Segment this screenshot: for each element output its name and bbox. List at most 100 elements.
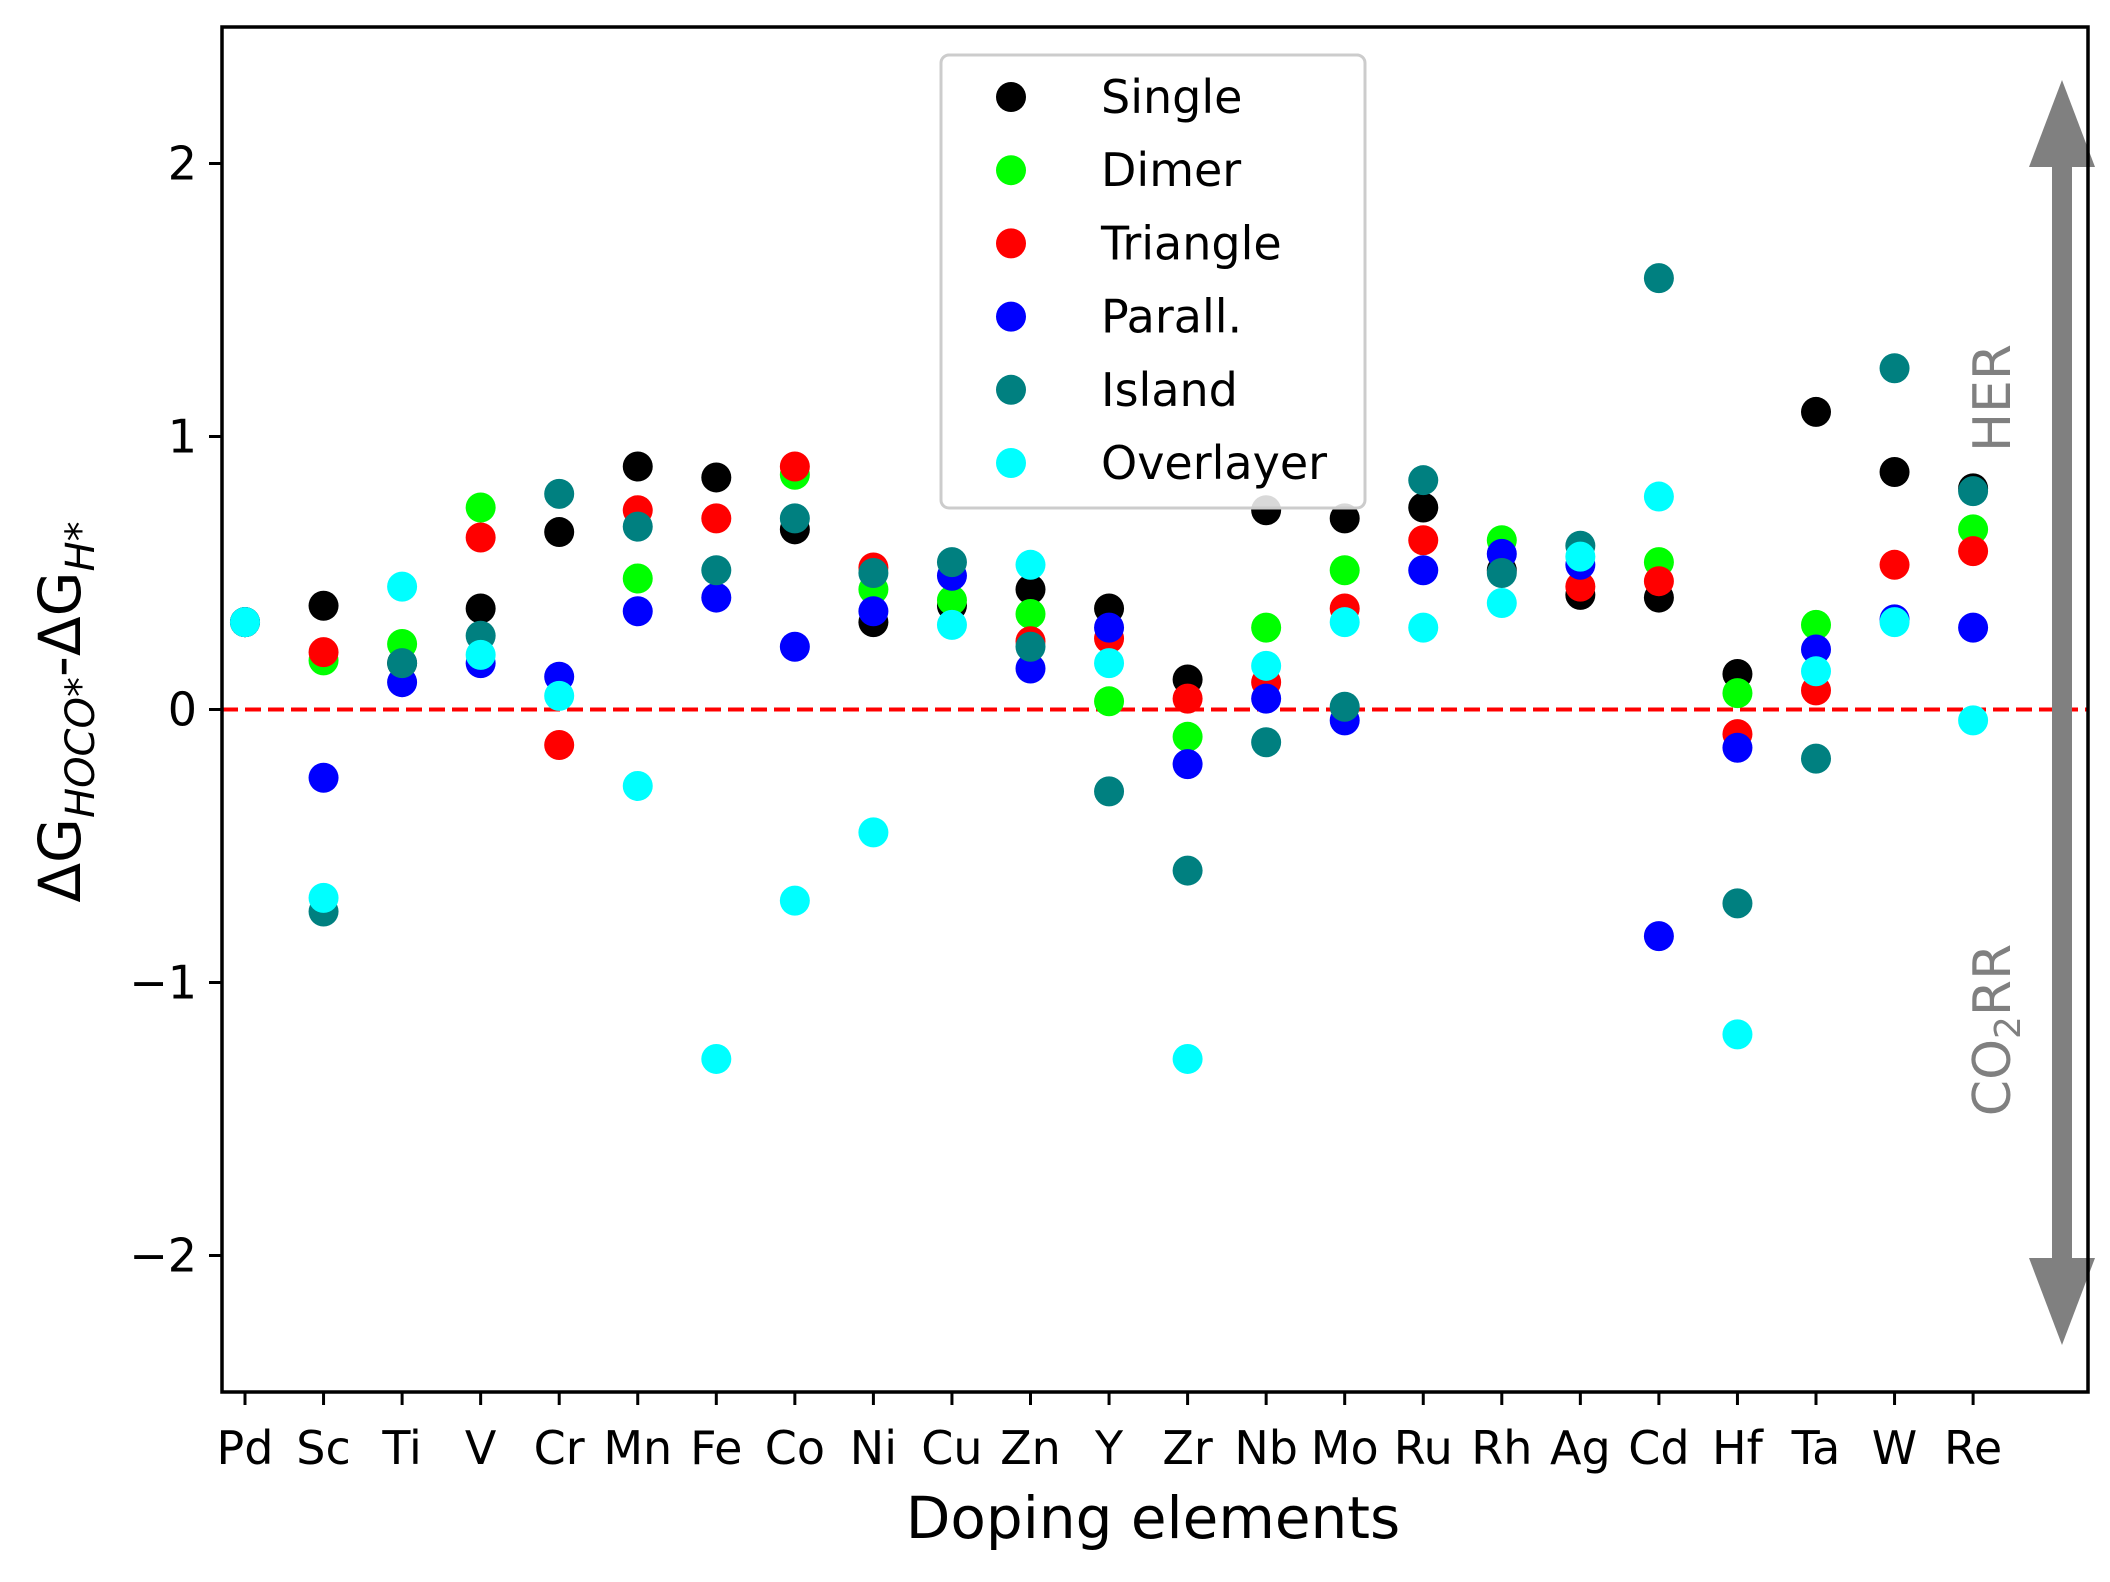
point-triangle-fe xyxy=(701,503,732,534)
point-overlayer-ti xyxy=(387,571,418,602)
point-island-w xyxy=(1879,353,1910,384)
x-tick-label-ag: Ag xyxy=(1550,1421,1611,1475)
legend-marker-triangle xyxy=(996,228,1026,259)
x-tick-label-sc: Sc xyxy=(296,1421,351,1475)
point-island-fe xyxy=(701,555,732,586)
point-overlayer-cd xyxy=(1643,481,1674,512)
point-triangle-ag xyxy=(1565,571,1596,602)
point-island-ru xyxy=(1408,465,1439,496)
point-island-mo xyxy=(1329,691,1360,722)
point-parall-ru xyxy=(1408,555,1439,586)
legend-label-parall: Parall. xyxy=(1101,290,1242,344)
point-parall-zr xyxy=(1172,749,1203,780)
legend-label-island: Island xyxy=(1101,363,1238,417)
point-island-ni xyxy=(858,558,889,588)
point-single-fe xyxy=(701,462,732,493)
point-single-mn xyxy=(622,451,653,482)
double-arrow xyxy=(2029,80,2095,1345)
point-triangle-w xyxy=(1879,549,1910,580)
point-single-mo xyxy=(1329,503,1360,534)
y-tick-label-1: −1 xyxy=(129,956,197,1010)
x-tick-label-zr: Zr xyxy=(1162,1421,1213,1475)
point-single-cr xyxy=(544,517,575,548)
y-label-minus-delta-g: -ΔG xyxy=(26,571,94,677)
y-tick-label-2: 2 xyxy=(168,137,197,191)
point-parall-sc xyxy=(308,762,339,793)
arrow-head-up xyxy=(2029,80,2095,167)
point-overlayer-co xyxy=(779,885,810,916)
point-overlayer-mn xyxy=(622,770,653,801)
x-tick-label-w: W xyxy=(1872,1421,1917,1475)
point-overlayer-rh xyxy=(1486,588,1517,619)
point-overlayer-ni xyxy=(858,817,889,848)
plot-area xyxy=(222,263,2088,1074)
point-overlayer-cr xyxy=(544,680,575,711)
x-tick-label-cr: Cr xyxy=(534,1421,585,1475)
x-tick-label-zn: Zn xyxy=(1000,1421,1061,1475)
point-island-cr xyxy=(544,478,575,509)
x-tick-label-ta: Ta xyxy=(1791,1421,1841,1475)
x-axis-label: Doping elements xyxy=(906,1484,1400,1552)
point-dimer-ta xyxy=(1801,609,1831,640)
co2rr-suffix: RR xyxy=(1963,944,2023,1016)
point-island-mn xyxy=(622,511,653,542)
legend-label-triangle: Triangle xyxy=(1100,216,1282,270)
point-dimer-mo xyxy=(1329,555,1360,586)
x-tick-label-co: Co xyxy=(765,1421,825,1475)
point-dimer-cu xyxy=(936,585,967,616)
point-overlayer-cu xyxy=(936,609,967,640)
legend: Single Dimer Triangle Parall. Island Overlaye… xyxy=(939,53,1367,510)
point-single-zn xyxy=(1015,574,1046,605)
point-overlayer-ru xyxy=(1408,612,1439,643)
y-label-delta-g: ΔG xyxy=(26,818,94,903)
point-parall-nb xyxy=(1251,683,1282,714)
point-overlayer-y xyxy=(1094,648,1125,679)
point-overlayer-re xyxy=(1958,705,1989,736)
point-dimer-zn xyxy=(1015,598,1046,629)
axes: Pd Sc Ti V Cr Mn Fe Co Ni Cu Zn Y Zr Nb Mo Ru Rh Ag Cd Hf Ta… xyxy=(129,137,2002,1476)
x-tick-label-nb: Nb xyxy=(1234,1421,1298,1475)
point-dimer-mn xyxy=(622,563,653,594)
co2rr-subscript: 2 xyxy=(1988,1016,2029,1039)
x-tick-label-pd: Pd xyxy=(217,1421,274,1475)
x-tick-label-rh: Rh xyxy=(1471,1421,1532,1475)
plot-frame xyxy=(220,25,2090,1394)
legend-marker-single xyxy=(996,82,1026,112)
point-island-zn xyxy=(1015,631,1046,662)
point-triangle-ru xyxy=(1408,525,1439,556)
y-axis-label: ΔGHOCO*-ΔGH* xyxy=(26,521,104,902)
point-parall-fe xyxy=(701,582,732,613)
point-parall-mn xyxy=(622,596,653,627)
point-island-cu xyxy=(936,547,967,578)
point-overlayer-ta xyxy=(1801,656,1831,687)
arrow-head-down xyxy=(2029,1258,2095,1345)
point-dimer-zr xyxy=(1172,721,1203,752)
x-tick-label-v: V xyxy=(465,1421,497,1475)
point-dimer-nb xyxy=(1251,612,1282,643)
point-single-v xyxy=(465,593,496,624)
point-overlayer-w xyxy=(1879,607,1910,638)
x-tick-label-hf: Hf xyxy=(1712,1421,1765,1475)
point-triangle-v xyxy=(465,522,496,553)
series-overlayer xyxy=(230,481,1989,1074)
point-overlayer-hf xyxy=(1722,1019,1753,1050)
legend-marker-island xyxy=(996,374,1026,405)
point-single-w xyxy=(1879,456,1910,487)
point-parall-zn xyxy=(1015,653,1046,684)
x-tick-label-mn: Mn xyxy=(603,1421,672,1475)
legend-marker-parall xyxy=(996,301,1026,332)
x-tick-label-ru: Ru xyxy=(1394,1421,1453,1475)
point-single-sc xyxy=(308,590,339,621)
x-tick-label-fe: Fe xyxy=(690,1421,742,1475)
point-parall-co xyxy=(779,631,810,662)
x-tick-label-ni: Ni xyxy=(850,1421,897,1475)
point-parall-ni xyxy=(858,596,889,627)
point-overlayer-zr xyxy=(1172,1043,1203,1074)
point-overlayer-fe xyxy=(701,1043,732,1074)
x-tick-label-cd: Cd xyxy=(1628,1421,1689,1475)
point-triangle-re xyxy=(1958,536,1989,567)
legend-label-overlayer: Overlayer xyxy=(1101,436,1327,490)
point-overlayer-v xyxy=(465,639,496,670)
legend-marker-overlayer xyxy=(996,448,1026,478)
